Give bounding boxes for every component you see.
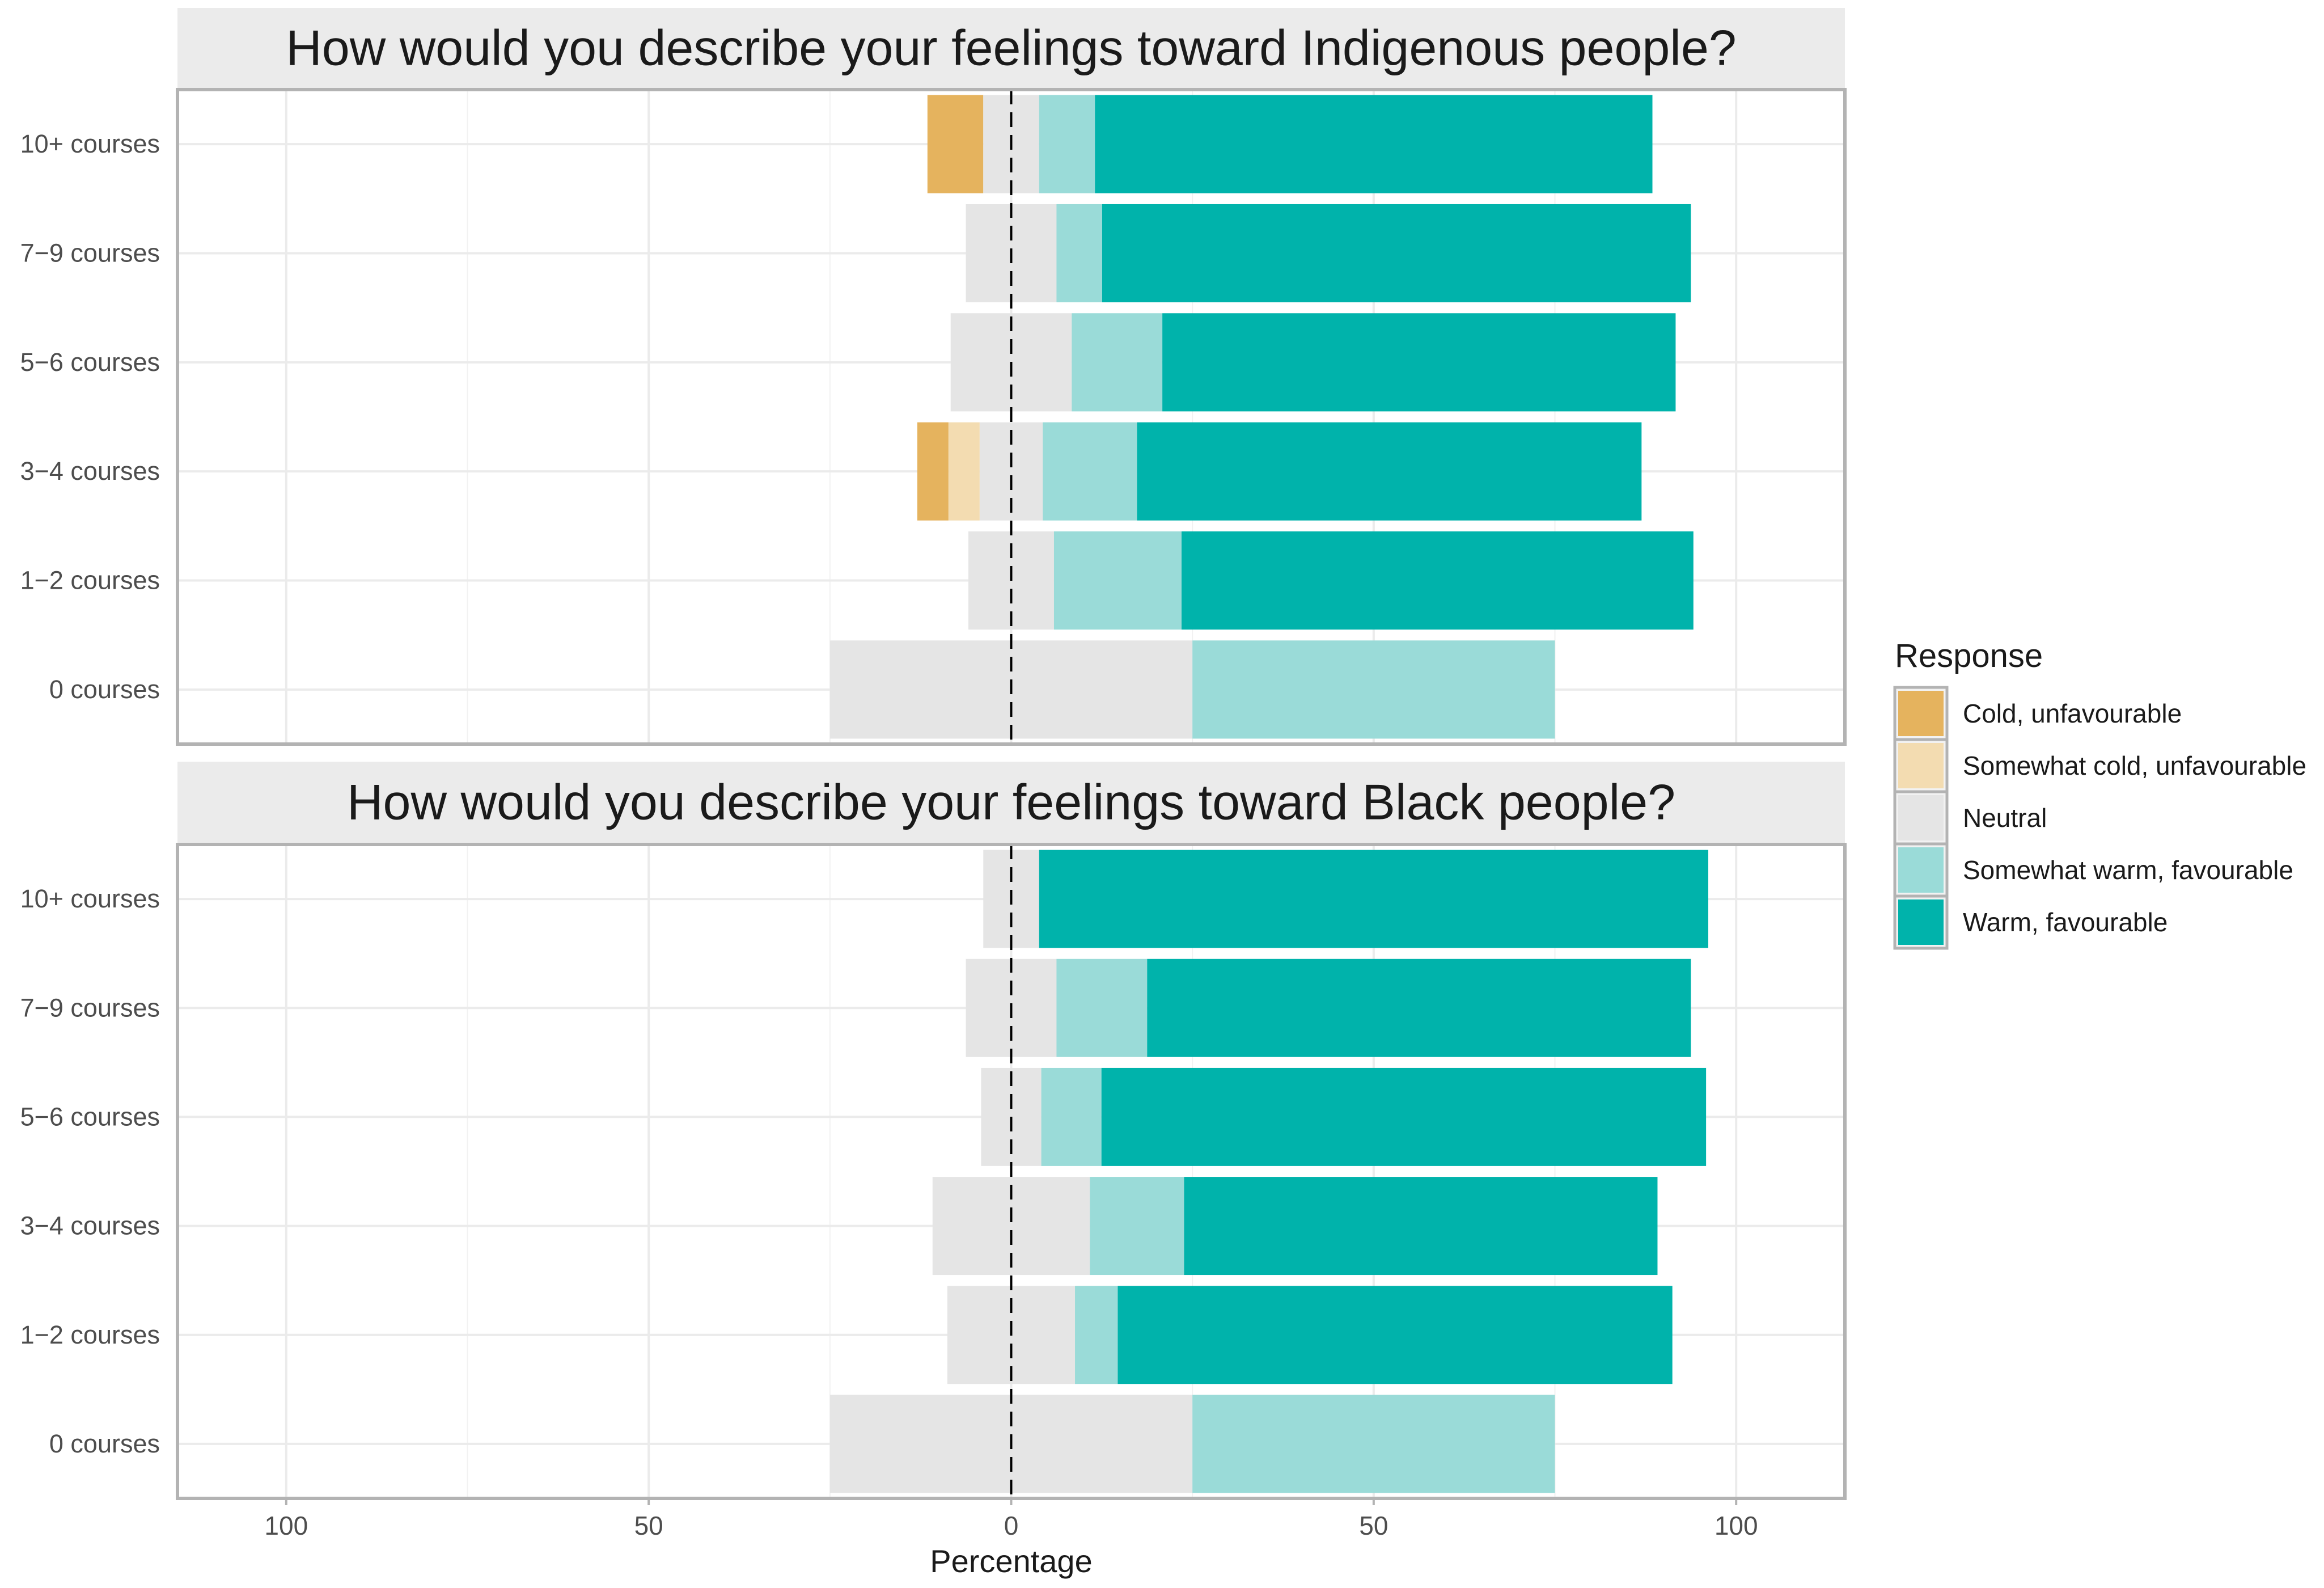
legend-swatch (1898, 691, 1944, 736)
category-label: 3−4 courses (20, 457, 160, 485)
x-tick-label: 0 (1004, 1511, 1019, 1540)
bar-segment (1184, 1177, 1658, 1276)
legend-swatch (1898, 743, 1944, 788)
category-label: 5−6 courses (20, 1102, 160, 1131)
legend-swatch (1898, 899, 1944, 945)
category-label: 0 courses (49, 1429, 160, 1458)
panel-title: How would you describe your feelings tow… (286, 20, 1737, 76)
legend-label: Warm, favourable (1963, 907, 2168, 937)
bar-segment (948, 422, 980, 521)
category-label: 3−4 courses (20, 1211, 160, 1240)
x-axis-title: Percentage (930, 1543, 1092, 1579)
bar-segment (1075, 1286, 1118, 1384)
bar-segment (1041, 1067, 1102, 1166)
bar-segment (1102, 204, 1691, 303)
category-label: 7−9 courses (20, 993, 160, 1022)
legend-label: Neutral (1963, 803, 2047, 833)
bar-segment (1147, 958, 1691, 1057)
legend-label: Cold, unfavourable (1963, 699, 2182, 728)
legend-label: Somewhat warm, favourable (1963, 855, 2293, 885)
legend-label: Somewhat cold, unfavourable (1963, 751, 2306, 780)
x-tick-label: 100 (264, 1511, 308, 1540)
legend-title: Response (1895, 637, 2043, 674)
category-label: 1−2 courses (20, 566, 160, 595)
bar-segment (1095, 95, 1653, 193)
bar-segment (1039, 850, 1708, 948)
panel-strip (177, 762, 1845, 843)
panel-title: How would you describe your feelings tow… (347, 774, 1675, 830)
bar-segment (1162, 313, 1676, 412)
bar-segment (1039, 95, 1095, 193)
category-label: 1−2 courses (20, 1320, 160, 1349)
bar-segment (1101, 1067, 1707, 1166)
x-tick-label: 100 (1715, 1511, 1758, 1540)
category-label: 7−9 courses (20, 239, 160, 268)
bar-segment (1056, 204, 1102, 303)
bar-segment (1043, 422, 1137, 521)
bar-segment (1192, 1395, 1555, 1493)
bar-segment (1056, 958, 1148, 1057)
bar-segment (1192, 640, 1555, 739)
bar-segment (1117, 1286, 1673, 1384)
category-label: 5−6 courses (20, 348, 160, 377)
panel-strip (177, 8, 1845, 88)
bar-segment (1090, 1177, 1184, 1276)
bar-segment (1137, 422, 1642, 521)
bar-segment (1181, 531, 1694, 630)
x-tick-label: 50 (634, 1511, 663, 1540)
bar-segment (1072, 313, 1163, 412)
panel-border (176, 88, 1847, 746)
category-label: 10+ courses (20, 884, 160, 913)
legend-swatch (1898, 795, 1944, 841)
bar-segment (917, 422, 949, 521)
x-tick-label: 50 (1359, 1511, 1388, 1540)
category-label: 0 courses (49, 675, 160, 704)
legend-swatch (1898, 847, 1944, 893)
bar-segment (927, 95, 984, 193)
bar-segment (1053, 531, 1182, 630)
category-label: 10+ courses (20, 129, 160, 158)
